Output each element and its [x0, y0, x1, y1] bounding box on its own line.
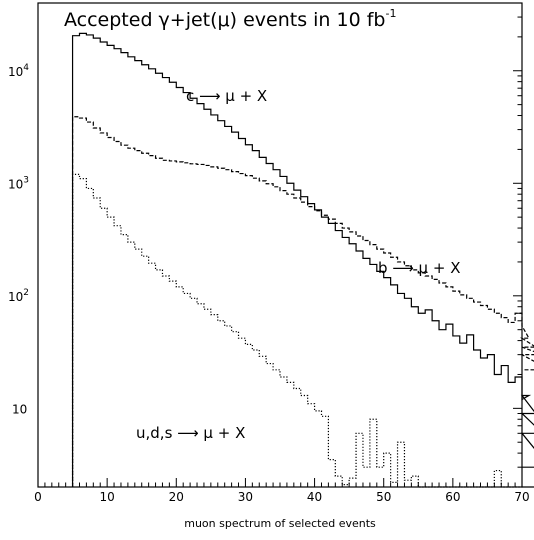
series-layer — [71, 32, 534, 488]
x-tick-label: 70 — [514, 490, 529, 504]
x-axis-label: muon spectrum of selected events — [184, 517, 376, 530]
annotation-c-to-mu: c ⟶ μ + X — [186, 87, 267, 105]
chart-title: Accepted γ+jet(μ) events in 10 fb-1 — [64, 7, 396, 31]
x-tick-label: 0 — [34, 490, 42, 504]
y-axis: 10 102 103 104 — [8, 2, 522, 488]
series-uds-line — [71, 173, 534, 488]
x-tick-label: 40 — [307, 490, 322, 504]
series-c-line — [71, 32, 534, 487]
series-b-line — [71, 116, 534, 487]
chart-title-superscript: -1 — [385, 7, 396, 20]
y-tick-label: 104 — [8, 63, 29, 79]
x-tick-label: 20 — [169, 490, 184, 504]
y-tick-label: 102 — [8, 288, 29, 304]
x-tick-label: 30 — [238, 490, 253, 504]
annotation-uds-to-mu: u,d,s ⟶ μ + X — [136, 424, 245, 442]
y-tick-label: 10 — [12, 402, 27, 416]
chart-title-main: Accepted γ+jet(μ) events in 10 fb — [64, 9, 385, 31]
x-tick-label: 60 — [445, 490, 460, 504]
y-tick-label: 103 — [8, 175, 29, 191]
x-tick-label: 10 — [100, 490, 115, 504]
x-axis: 0 10 20 30 40 50 60 70 — [34, 478, 530, 504]
annotation-b-to-mu: b ⟶ μ + X — [378, 259, 461, 277]
x-tick-label: 50 — [376, 490, 391, 504]
